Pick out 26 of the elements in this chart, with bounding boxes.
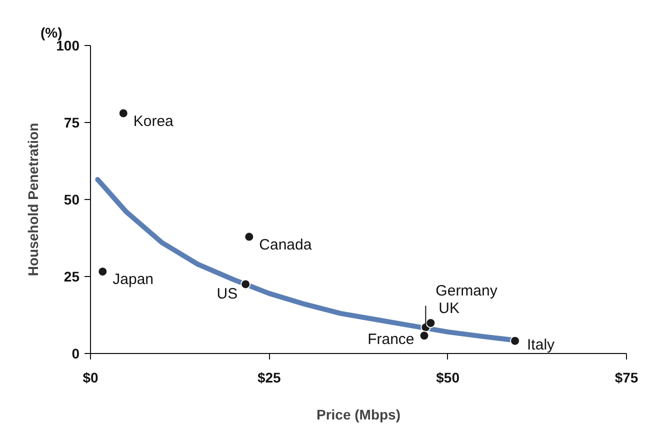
point (419, 330, 430, 341)
annotation: UK (438, 300, 460, 318)
point (244, 232, 254, 242)
point (240, 279, 251, 290)
text: (%) (40, 24, 62, 40)
x-axis-title: Price (Mbps) (316, 406, 401, 422)
x-tick-label: $25 (257, 370, 282, 386)
point (510, 336, 520, 346)
point (118, 108, 128, 118)
y-tick-label: 50 (64, 192, 80, 208)
x-tick-label: $75 (614, 370, 638, 386)
x-tick-label: $0 (82, 370, 98, 386)
point (426, 318, 436, 328)
annotation: Italy (527, 336, 556, 354)
y-tick-label: 25 (64, 268, 80, 284)
x-tick-label: $50 (436, 370, 460, 386)
annotation: Japan (112, 271, 154, 288)
annotation: Germany (436, 282, 498, 300)
annotation: Korea (133, 112, 174, 130)
annotation: Canada (259, 236, 312, 254)
point (98, 266, 108, 277)
y-axis-title: Household Penetration (25, 122, 42, 276)
y-tick-label: 0 (72, 346, 80, 362)
y-tick-label: 75 (64, 114, 80, 130)
annotation: US (216, 286, 238, 303)
annotation: France (368, 331, 414, 348)
